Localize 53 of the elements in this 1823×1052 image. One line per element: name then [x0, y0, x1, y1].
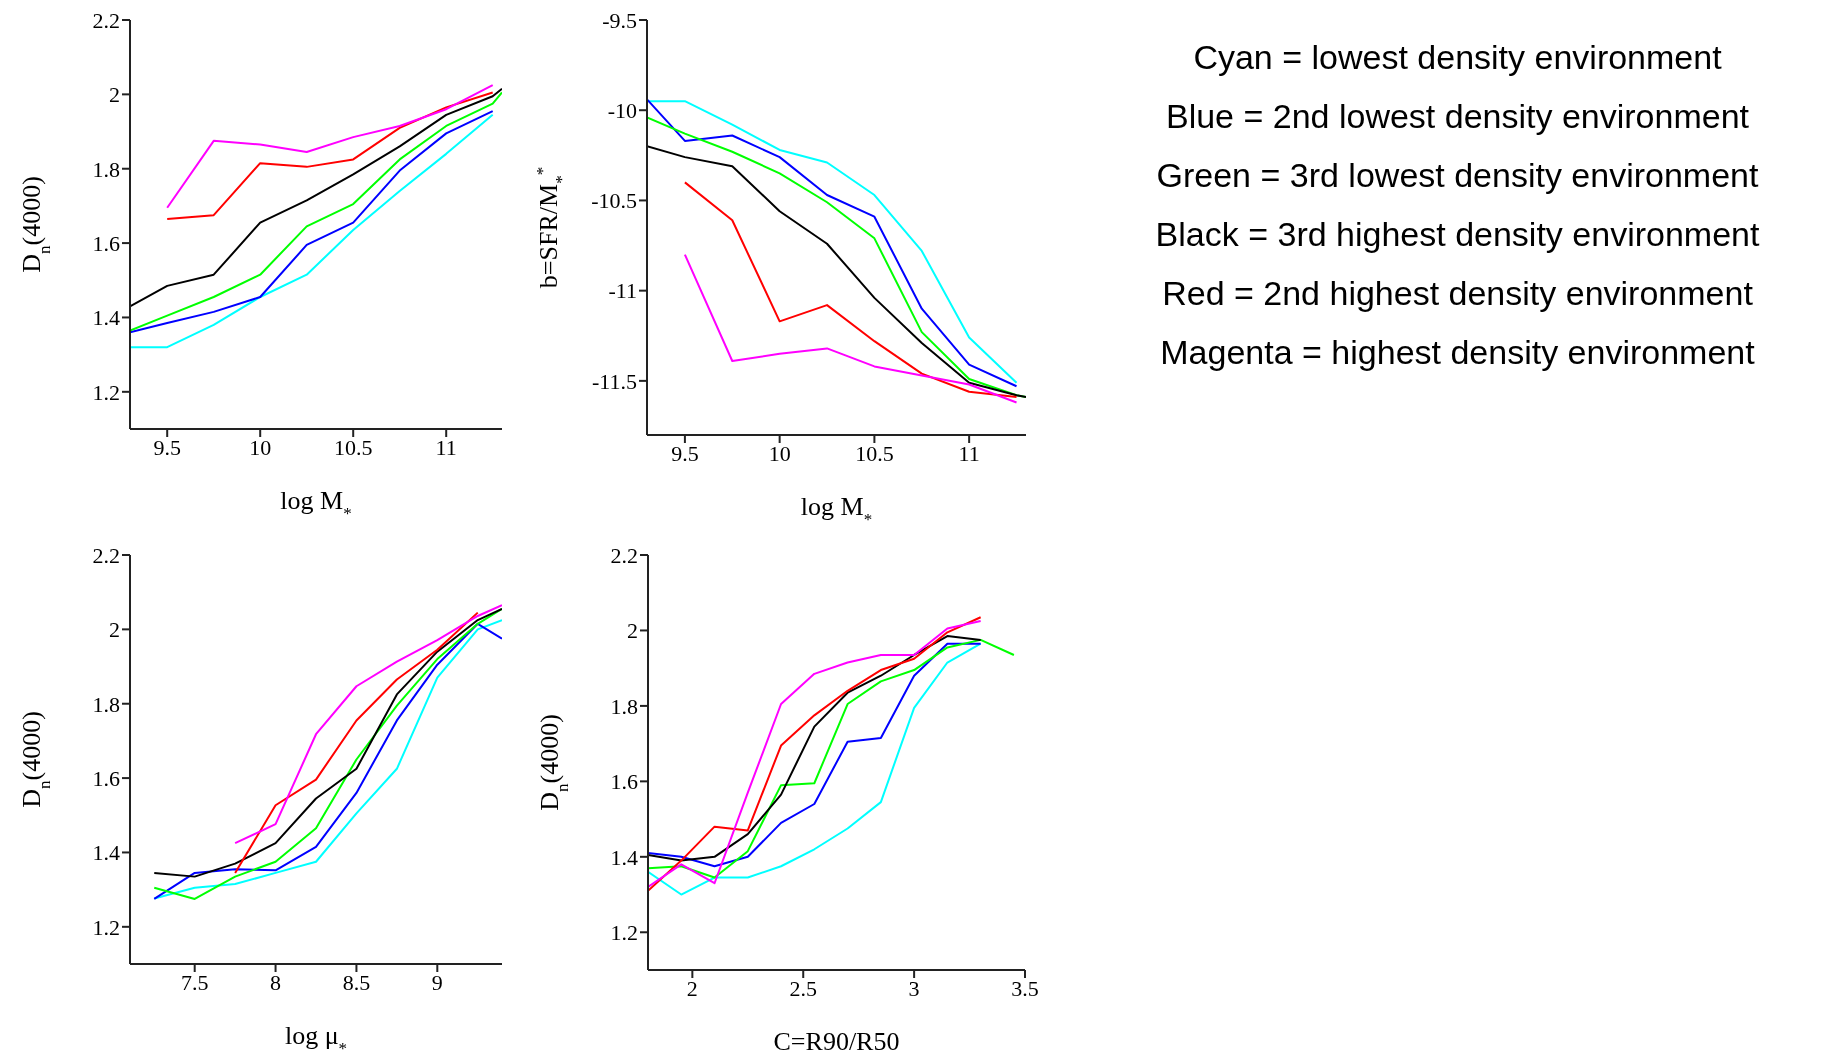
x-axis-title: log μ$_{*}$	[284, 1021, 348, 1052]
x-axis-title: C=R90/R50	[773, 1027, 900, 1052]
y-tick-label: 1.6	[92, 765, 120, 791]
line-series	[234, 604, 502, 845]
x-tick-label: 10	[249, 434, 272, 460]
text: Green = 3rd lowest density environment	[1155, 155, 1760, 196]
y-tick-label: 1.2	[610, 920, 638, 946]
y-tick-label: -11	[608, 278, 637, 304]
y-tick-label: 2.2	[610, 542, 638, 568]
y-tick-label: 1.8	[92, 691, 120, 717]
x-tick-label: 3	[908, 975, 920, 1001]
x-tick-label: 10.5	[855, 440, 894, 466]
x-axis-title: log M$_{*}$	[280, 486, 352, 523]
x-tick-label: 10	[768, 440, 791, 466]
text: Cyan = lowest density environment	[1192, 37, 1723, 78]
text: Blue = 2nd lowest density environment	[1164, 96, 1751, 137]
x-tick-label: 7.5	[180, 969, 209, 995]
x-tick-label: 2.5	[789, 975, 817, 1001]
x-tick-label: 11	[958, 440, 980, 466]
line-series	[683, 181, 1018, 399]
y-tick-label: 1.8	[610, 693, 638, 719]
y-tick-label: 2	[109, 617, 120, 643]
x-tick-label: 2	[686, 975, 698, 1001]
y-tick-label: 1.2	[92, 379, 120, 405]
y-tick-label: -11.5	[591, 368, 637, 394]
y-tick-label: 1.4	[92, 840, 120, 866]
line-series	[234, 611, 479, 874]
x-tick-label: 10.5	[333, 434, 373, 460]
y-tick-label: 2	[627, 618, 638, 644]
y-tick-label: 1.4	[92, 305, 120, 331]
x-tick-label: 9	[431, 969, 443, 995]
y-tick-label: 1.6	[610, 769, 638, 795]
x-tick-label: 3.5	[1011, 975, 1039, 1001]
y-tick-label: -10.5	[591, 188, 637, 214]
y-tick-label: 1.6	[92, 230, 120, 256]
x-tick-label: 9.5	[153, 434, 181, 460]
y-tick-label: 2.2	[92, 7, 120, 33]
text: Black = 3rd highest density environment	[1154, 214, 1761, 255]
y-tick-label: 2.2	[92, 542, 120, 568]
y-tick-label: -10	[607, 98, 637, 124]
x-axis-title: log M$_{*}$	[800, 492, 873, 529]
line-series	[683, 253, 1018, 404]
text: Red = 2nd highest density environment	[1161, 273, 1754, 314]
x-tick-label: 8.5	[342, 969, 371, 995]
y-tick-label: 1.4	[610, 844, 638, 870]
y-tick-label: 1.2	[92, 914, 120, 940]
y-tick-label: -9.5	[602, 7, 637, 33]
y-tick-label: 2	[109, 82, 120, 108]
x-tick-label: 9.5	[671, 440, 699, 466]
y-tick-label: 1.8	[92, 156, 120, 182]
text: Magenta = highest density environment	[1159, 332, 1756, 373]
x-tick-label: 11	[435, 434, 457, 460]
x-tick-label: 8	[270, 969, 282, 995]
